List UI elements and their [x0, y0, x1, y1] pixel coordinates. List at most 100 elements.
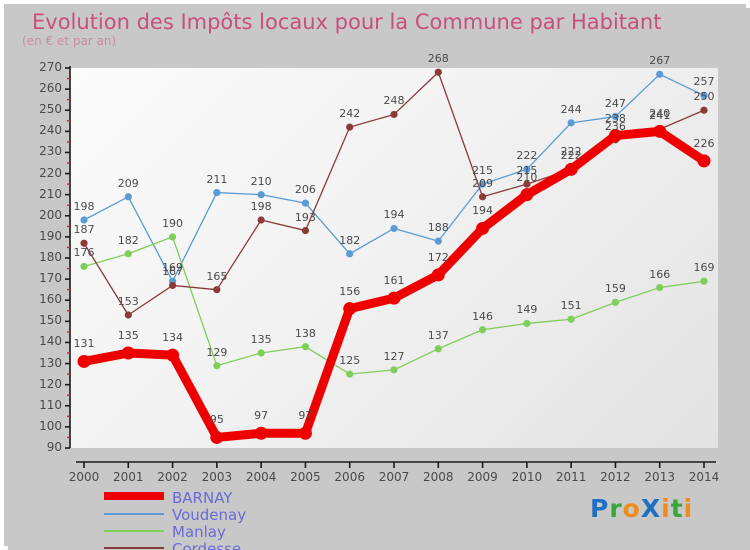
- logo-char: P: [590, 494, 610, 523]
- data-point-label: 146: [472, 309, 494, 323]
- data-point-label: 97: [298, 409, 313, 423]
- data-point-label: 165: [206, 269, 228, 283]
- data-point-label: 244: [560, 102, 582, 116]
- data-point-label: 209: [117, 176, 139, 190]
- data-point-label: 137: [427, 328, 449, 342]
- data-point-label: 248: [383, 94, 405, 108]
- logo-char: r: [609, 494, 623, 523]
- data-point-label: 215: [516, 164, 538, 178]
- data-point-label: 215: [472, 164, 494, 178]
- data-point-label: 169: [162, 261, 184, 275]
- x-axis-tick-label: 2000: [68, 470, 100, 484]
- x-axis-tick-label: 2011: [555, 470, 587, 484]
- legend-label: Cordesse: [172, 540, 242, 550]
- data-point-label: 211: [206, 172, 228, 186]
- data-point-label: 240: [649, 107, 671, 121]
- data-point-label: 210: [516, 170, 538, 184]
- logo-char: i: [683, 494, 694, 523]
- data-point-label: 190: [162, 216, 184, 230]
- data-point-label: 135: [250, 333, 272, 346]
- x-axis-tick-label: 2009: [467, 470, 498, 484]
- data-point-label: 188: [427, 221, 449, 235]
- y-axis-tick-label: 240: [39, 123, 62, 138]
- x-axis-tick-label: 2008: [423, 470, 454, 484]
- data-point-label: 247: [604, 96, 626, 110]
- y-axis-tick-label: 210: [39, 186, 62, 201]
- y-axis-tick-label: 90: [46, 440, 62, 454]
- y-axis-tick-label: 220: [39, 165, 62, 180]
- y-axis-tick-label: 100: [39, 418, 62, 433]
- x-axis-tick-label: 2007: [378, 470, 410, 484]
- data-point-label: 210: [250, 174, 272, 188]
- y-axis-tick-label: 250: [39, 102, 62, 117]
- data-point-label: 182: [339, 233, 361, 247]
- data-point-label: 125: [339, 354, 361, 368]
- data-point-label: 131: [73, 337, 95, 351]
- legend-swatch-icon: [104, 547, 164, 549]
- x-axis-tick-label: 2014: [688, 470, 720, 484]
- data-point-label: 138: [294, 326, 316, 340]
- data-point-label: 161: [383, 274, 405, 288]
- logo-char: i: [661, 494, 671, 523]
- data-point-label: 159: [604, 282, 626, 296]
- y-axis-tick-label: 180: [39, 250, 62, 264]
- data-point-label: 250: [693, 90, 715, 104]
- x-axis-tick-label: 2006: [334, 470, 365, 484]
- y-axis-tick-label: 200: [39, 207, 62, 222]
- y-axis-tick-label: 140: [39, 334, 62, 349]
- data-point-label: 172: [427, 250, 449, 264]
- chart-canvas: Evolution des Impôts locaux pour la Comm…: [8, 8, 750, 550]
- legend-swatch-icon: [104, 492, 164, 500]
- data-point-label: 241: [649, 109, 671, 123]
- data-point-label: 206: [294, 183, 316, 197]
- data-point-label: 257: [693, 75, 715, 89]
- proxiti-logo: ProXiti: [590, 494, 693, 523]
- data-point-label: 176: [73, 246, 95, 260]
- data-point-label: 169: [693, 261, 715, 275]
- data-point-label: 95: [209, 413, 224, 427]
- data-point-label: 222: [560, 149, 582, 163]
- x-axis-tick-label: 2012: [600, 470, 631, 484]
- data-point-label: 267: [649, 54, 671, 68]
- data-point-label: 236: [604, 119, 626, 133]
- y-axis-tick-label: 130: [39, 355, 62, 370]
- data-point-label: 156: [339, 284, 361, 298]
- data-point-label: 182: [117, 233, 139, 247]
- page-title: Evolution des Impôts locaux pour la Comm…: [32, 10, 662, 34]
- y-axis-tick-label: 190: [39, 228, 62, 243]
- data-point-label: 151: [560, 299, 582, 313]
- x-axis-tick-label: 2013: [644, 470, 675, 484]
- data-point-label: 187: [73, 223, 95, 237]
- legend-swatch-icon: [104, 530, 164, 532]
- y-axis-tick-label: 150: [39, 313, 62, 328]
- data-point-label: 209: [472, 176, 494, 190]
- y-axis-tick-label: 160: [39, 292, 62, 307]
- legend-label: Manlay: [172, 523, 226, 541]
- data-point-label: 194: [472, 204, 494, 218]
- data-point-label: 129: [206, 345, 228, 359]
- x-axis-tick-label: 2010: [511, 470, 543, 484]
- x-axis-tick-label: 2002: [157, 470, 188, 484]
- data-point-label: 193: [294, 210, 316, 224]
- x-axis-tick-label: 2003: [201, 470, 233, 484]
- data-point-label: 198: [73, 200, 95, 213]
- data-point-label: 222: [516, 149, 538, 163]
- data-point-label: 226: [693, 136, 715, 150]
- data-point-label: 166: [649, 267, 671, 281]
- data-point-label: 127: [383, 349, 405, 363]
- data-point-label: 134: [162, 331, 184, 345]
- legend-label: Voudenay: [172, 506, 247, 524]
- data-point-label: 97: [254, 409, 269, 423]
- data-point-label: 135: [117, 329, 139, 342]
- y-axis-tick-label: 260: [39, 81, 62, 96]
- data-point-label: 268: [427, 52, 449, 66]
- x-axis-tick-label: 2004: [245, 470, 277, 484]
- y-axis-tick-label: 110: [39, 397, 62, 412]
- data-point-label: 238: [604, 111, 626, 125]
- legend-label: BARNAY: [172, 489, 233, 507]
- logo-char: X: [640, 494, 662, 523]
- y-axis-tick-label: 120: [39, 376, 62, 391]
- y-axis-tick-label: 270: [39, 60, 62, 74]
- data-point-label: 149: [516, 303, 538, 317]
